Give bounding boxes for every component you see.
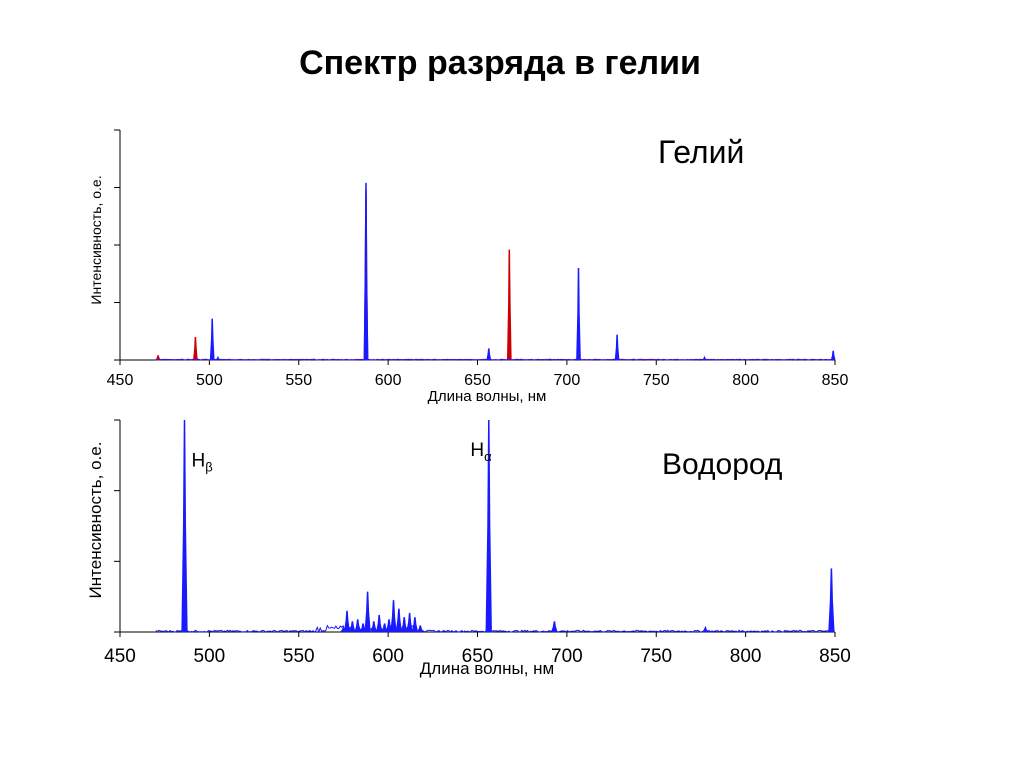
spectral-peak: [209, 318, 215, 361]
x-tick-label: 550: [285, 372, 312, 389]
spectral-peak: [830, 350, 836, 361]
spectral-peak: [411, 617, 419, 633]
spectral-peak: [354, 619, 361, 633]
spectral-peak: [193, 336, 198, 361]
spectral-peak: [215, 355, 221, 361]
spectral-peak: [370, 621, 377, 633]
annotation-sub: β: [205, 460, 212, 475]
annotation-main: H: [192, 451, 206, 472]
spectral-peak: [485, 419, 492, 633]
x-tick-label: 800: [730, 646, 762, 667]
slide-title: Спектр разряда в гелии: [299, 44, 701, 82]
line-annotation: Hα: [470, 440, 492, 464]
annotation-main: H: [470, 440, 484, 461]
spectral-peak: [385, 619, 393, 633]
spectral-peak: [702, 355, 707, 361]
spectral-peak: [181, 419, 188, 633]
spectral-peak: [343, 610, 351, 633]
spectral-peak: [381, 623, 388, 633]
spectral-peak: [359, 623, 367, 633]
line-annotation: Hβ: [192, 451, 213, 475]
x-tick-label: 450: [107, 372, 134, 389]
spectral-peak: [155, 355, 161, 361]
x-tick-label: 450: [104, 646, 136, 667]
x-tick-label: 650: [462, 646, 494, 667]
annotation-sub: α: [484, 449, 492, 464]
series-1: [155, 182, 836, 361]
baseline-trace: [155, 624, 833, 634]
spectral-peak: [551, 621, 558, 633]
spectral-peak: [363, 182, 369, 361]
x-tick-label: 650: [464, 372, 491, 389]
spectral-peak: [828, 568, 835, 633]
x-tick-label: 750: [640, 646, 672, 667]
series-0: [155, 419, 835, 634]
x-tick-label: 850: [819, 646, 851, 667]
x-tick-label: 750: [643, 372, 670, 389]
hydrogen-chart: 450 500 550 600 650 700 750 800 850 Длина волны, …: [86, 419, 851, 678]
baseline-trace: [155, 358, 833, 361]
x-tick-label: 700: [551, 646, 583, 667]
spectral-peak: [401, 617, 408, 633]
spectral-peak: [349, 621, 356, 633]
x-tick-label: 500: [194, 646, 226, 667]
y-axis-title: Интенсивность, о.е.: [86, 442, 105, 599]
x-tick-label: 600: [372, 646, 404, 667]
spectral-peak: [390, 600, 397, 633]
spectral-peak: [614, 334, 620, 361]
spectral-peak: [486, 348, 492, 361]
spectral-peak: [506, 249, 512, 361]
x-axis-title: Длина волны, нм: [428, 388, 547, 405]
spectral-peak: [702, 625, 709, 633]
panel-label: Водород: [662, 448, 782, 481]
spectral-peak: [417, 625, 424, 633]
x-tick-label: 550: [283, 646, 315, 667]
spectral-peak: [406, 612, 413, 633]
helium-chart: 450 500 550 600 650 700 750 800 850 Длина волны, …: [88, 129, 849, 405]
x-tick-label: 500: [196, 372, 223, 389]
y-axis-title: Интенсивность, о.е.: [88, 175, 104, 304]
spectral-peak: [364, 591, 371, 633]
spectral-peak: [576, 267, 581, 361]
x-tick-label: 800: [732, 372, 759, 389]
series-0: [155, 189, 833, 361]
x-tick-label: 600: [375, 372, 402, 389]
x-axis-title: Длина волны, нм: [420, 659, 554, 678]
spectral-peak: [395, 608, 403, 633]
x-tick-label: 850: [822, 372, 849, 389]
panel-label: Гелий: [658, 134, 744, 170]
x-tick-label: 700: [554, 372, 581, 389]
spectral-peak: [376, 614, 383, 633]
